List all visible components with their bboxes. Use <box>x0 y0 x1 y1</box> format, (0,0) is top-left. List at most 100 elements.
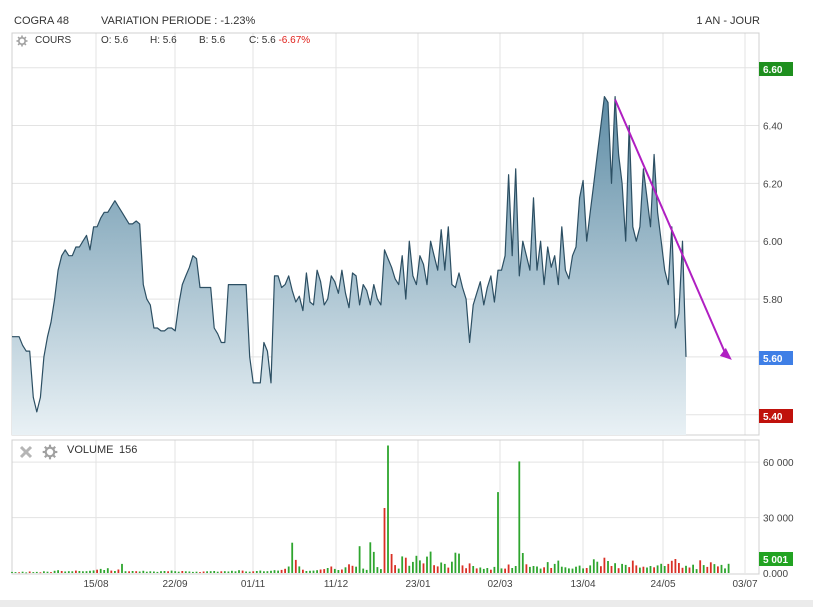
volume-bar <box>656 565 659 573</box>
y-tick-label: 5.80 <box>763 295 783 306</box>
volume-bar <box>404 557 407 573</box>
volume-bar <box>443 563 446 573</box>
volume-bar <box>674 559 677 573</box>
close-change: -6.67% <box>278 35 311 46</box>
x-tick-label: 13/04 <box>570 579 595 590</box>
volume-bar <box>309 570 311 573</box>
volume-bar <box>167 571 169 573</box>
y-tick-label: 6.00 <box>763 237 783 248</box>
volume-bar <box>163 571 166 573</box>
volume-bar <box>617 568 620 573</box>
high-value: H: 5.6 <box>150 35 177 46</box>
volume-panel-value: 156 <box>119 444 138 456</box>
volume-bar <box>539 568 542 573</box>
volume-bar <box>699 560 702 573</box>
volume-bar <box>78 571 81 573</box>
volume-bar <box>238 570 240 573</box>
volume-bar <box>461 565 464 573</box>
volume-bar <box>408 565 411 573</box>
price-area <box>12 96 686 435</box>
volume-bar <box>465 568 467 573</box>
x-tick-label: 03/07 <box>732 579 757 590</box>
volume-bar <box>259 570 262 573</box>
volume-bar <box>181 571 184 573</box>
volume-bar <box>92 570 95 573</box>
volume-bar <box>291 542 294 573</box>
volume-bar <box>610 566 613 573</box>
volume-bar <box>514 566 517 573</box>
settings-icon[interactable] <box>16 35 28 47</box>
volume-bar <box>365 569 368 573</box>
volume-bar <box>646 567 648 573</box>
last-price-badge-bg <box>759 351 793 365</box>
volume-bar <box>245 571 247 573</box>
volume-bar <box>280 569 283 573</box>
volume-bar <box>642 566 645 573</box>
volume-bar <box>486 568 489 573</box>
high-price-badge-bg <box>759 62 793 76</box>
volume-bar <box>390 554 393 573</box>
volume-bar <box>82 571 84 573</box>
volume-bar <box>32 572 35 573</box>
volume-bar <box>216 571 219 573</box>
volume-bar <box>35 571 38 573</box>
volume-bar <box>568 568 570 573</box>
trend-arrow-line <box>614 99 728 358</box>
open-value: O: 5.6 <box>101 35 129 46</box>
volume-bar <box>397 568 400 573</box>
x-tick-label: 22/09 <box>162 579 187 590</box>
volume-bar <box>128 571 130 573</box>
volume-bar <box>337 570 340 573</box>
volume-bar <box>649 566 652 573</box>
volume-bar <box>624 564 627 573</box>
volume-bar <box>124 571 127 573</box>
volume-bar <box>550 568 553 573</box>
high-price-badge: 6.60 <box>763 65 783 76</box>
volume-bar <box>419 560 421 573</box>
volume-bar <box>543 567 545 573</box>
volume-bar <box>21 571 24 573</box>
volume-bar <box>75 570 77 573</box>
volume-bar <box>333 568 336 573</box>
volume-bar <box>429 551 432 573</box>
volume-bar <box>607 561 609 573</box>
volume-value-badge-bg <box>759 552 793 566</box>
volume-bar <box>507 564 510 573</box>
volume-bar <box>184 571 187 573</box>
volume-bar <box>521 553 524 573</box>
volume-bar <box>546 562 549 573</box>
price-area-fill <box>12 96 686 435</box>
volume-bar <box>628 567 631 573</box>
volume-bar <box>202 571 205 573</box>
volume-bar <box>341 569 343 573</box>
period-selector[interactable]: 1 AN - JOUR <box>696 15 760 27</box>
volume-bar <box>223 571 226 573</box>
volume-bar <box>380 569 382 573</box>
volume-bar <box>383 508 386 573</box>
volume-bar <box>263 571 265 573</box>
volume-bar <box>369 542 372 573</box>
volume-bar <box>213 571 216 573</box>
settings-icon[interactable] <box>42 444 58 460</box>
x-tick-label: 15/08 <box>83 579 108 590</box>
volume-bar <box>472 566 475 573</box>
volume-bar <box>500 568 503 573</box>
volume-bar <box>727 563 730 573</box>
volume-bar <box>639 567 641 573</box>
volume-tick-label: 0.000 <box>763 569 788 580</box>
volume-bar <box>50 572 52 573</box>
volume-bar <box>135 571 138 573</box>
volume-bar <box>589 565 592 573</box>
volume-bar <box>585 568 588 573</box>
volume-bar <box>277 570 279 573</box>
volume-bar <box>603 557 606 573</box>
volume-bar <box>25 572 28 574</box>
volume-bar <box>206 571 208 573</box>
volume-bar <box>142 570 145 573</box>
volume-bar <box>43 571 45 573</box>
close-icon[interactable] <box>19 445 33 459</box>
volume-bar <box>518 461 521 573</box>
volume-bar <box>106 568 109 573</box>
trend-arrow-head <box>719 347 732 360</box>
